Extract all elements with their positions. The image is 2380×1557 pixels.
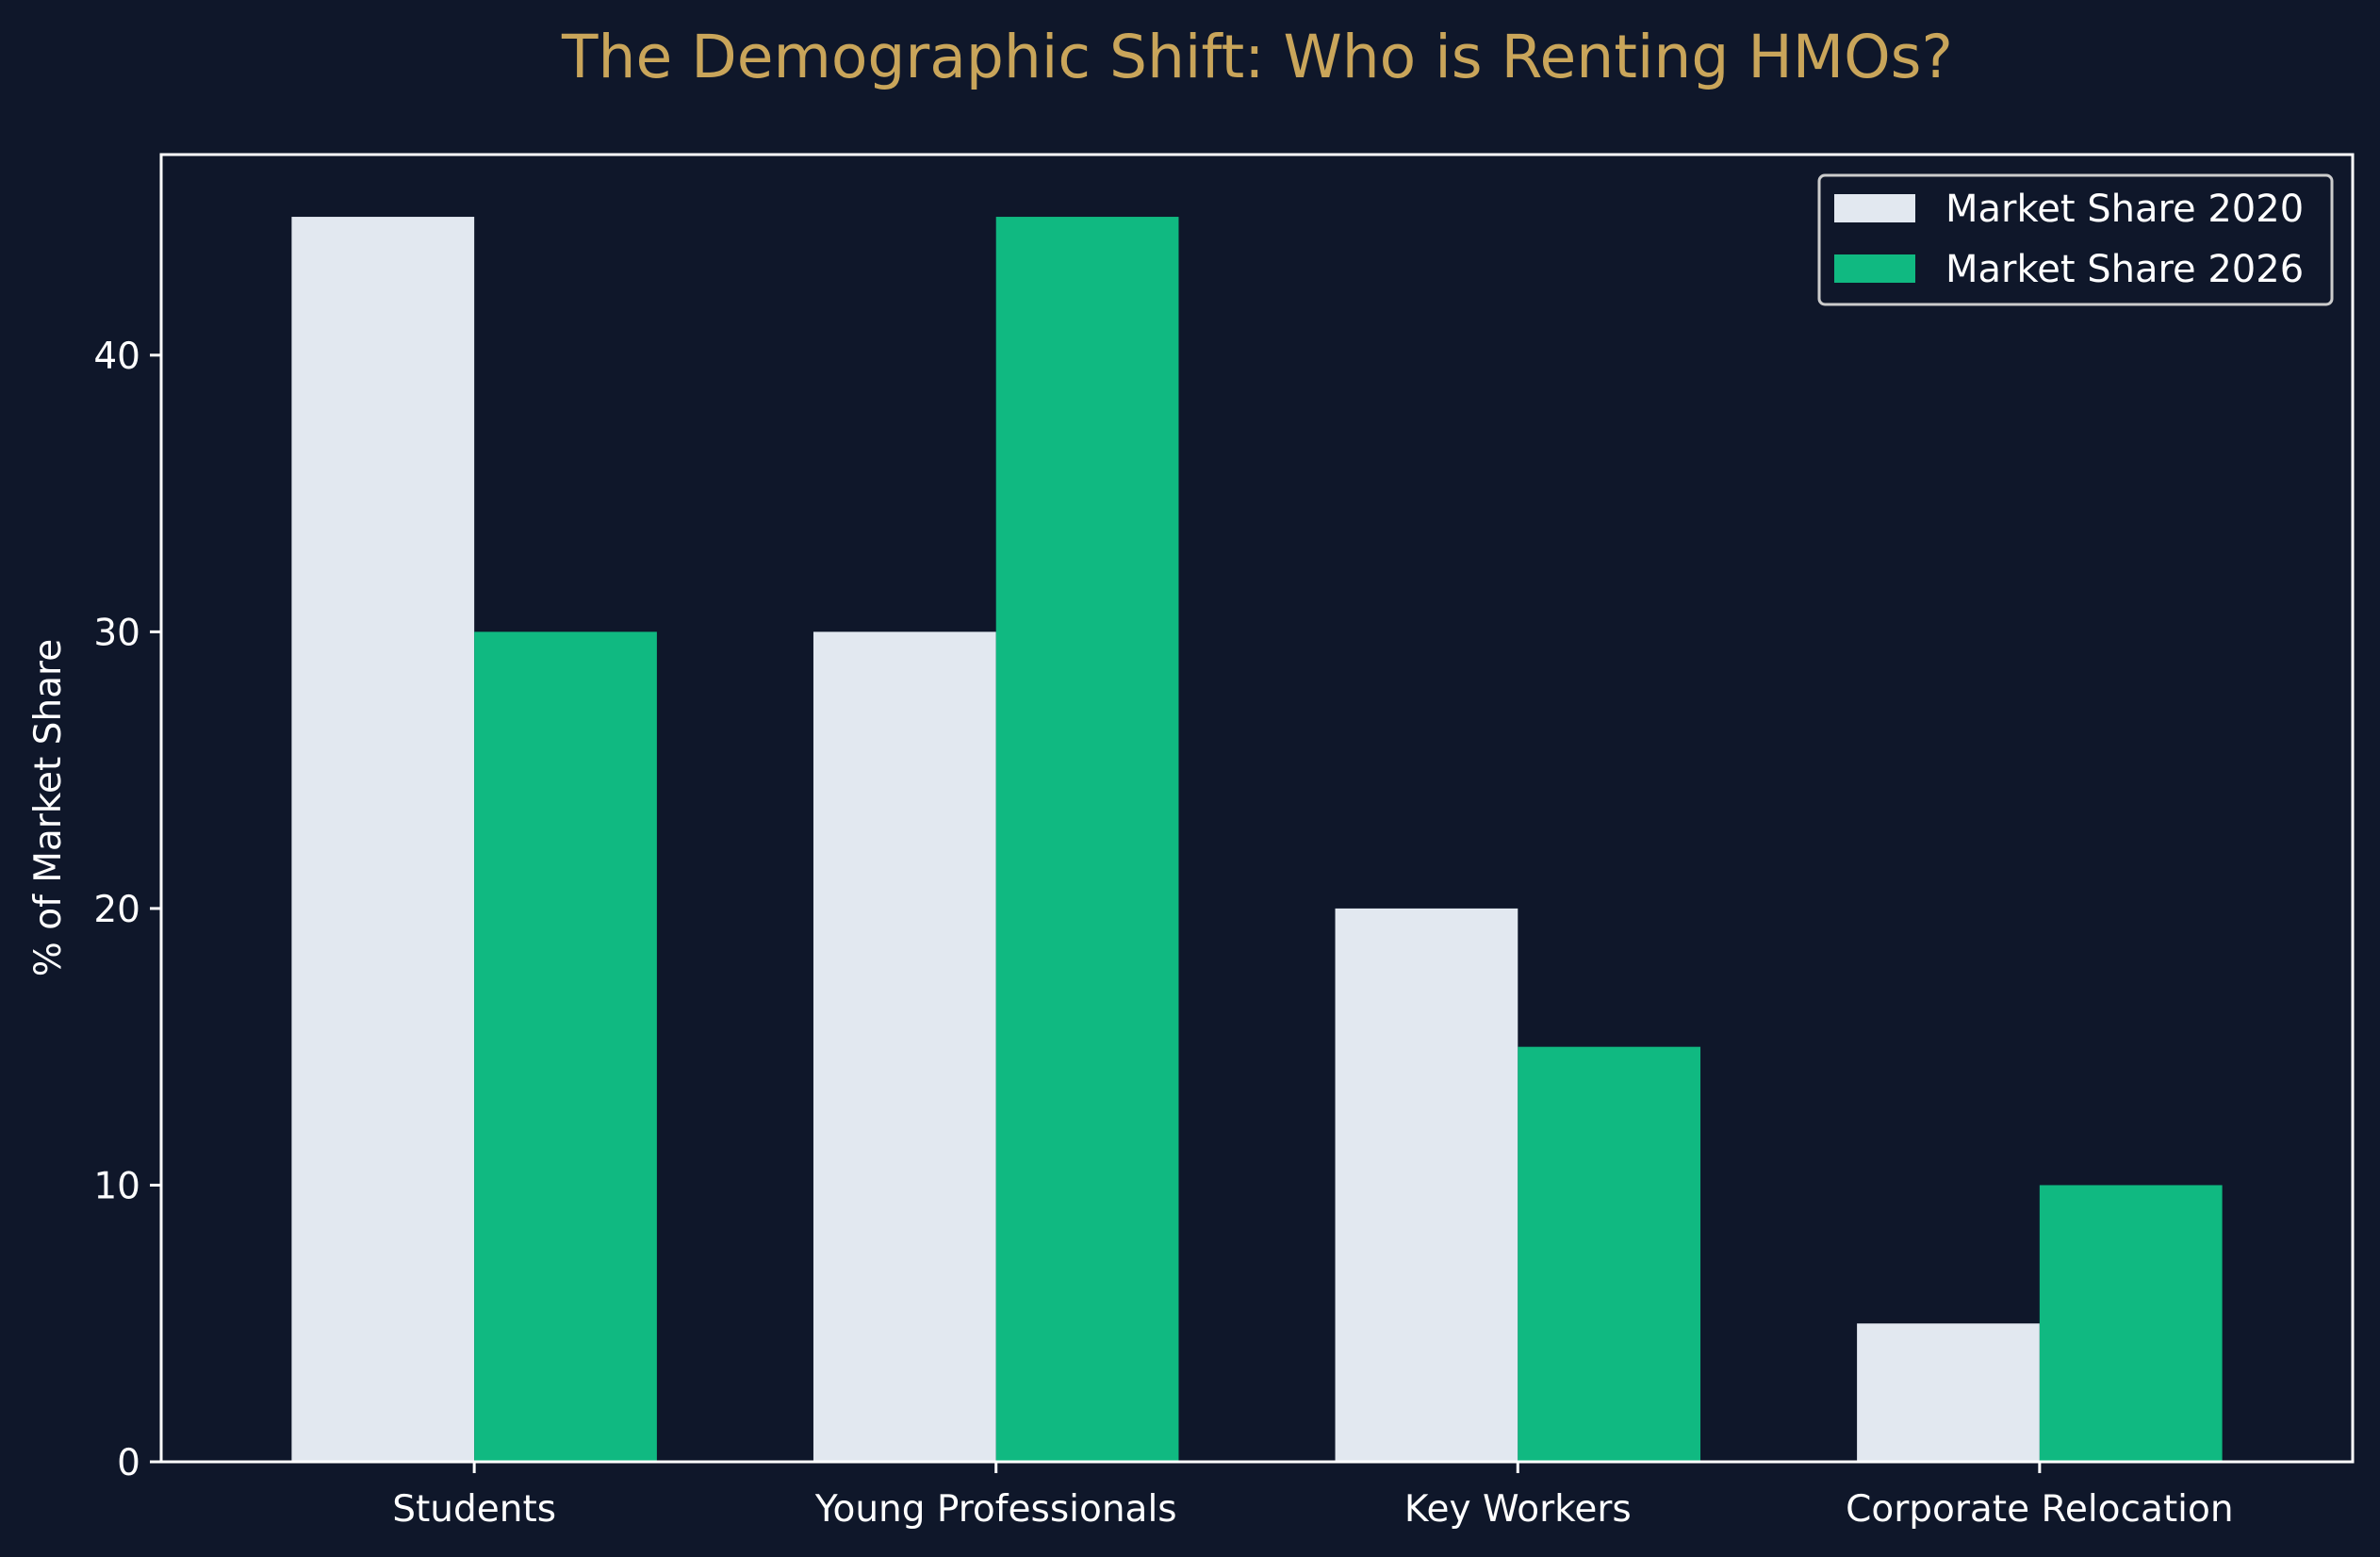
y-axis: 0 10 20 30 40 — [93, 336, 161, 1484]
x-tick-label-key-workers: Key Workers — [1404, 1488, 1632, 1531]
x-tick-label-students: Students — [392, 1488, 556, 1531]
y-tick-label: 0 — [117, 1442, 140, 1484]
bar-students-series-1 — [291, 217, 475, 1463]
bar-corporate-relocation-series-1 — [1857, 1323, 2040, 1462]
y-axis-label: % of Market Share — [27, 639, 70, 976]
bar-key-workers-series-1 — [1335, 908, 1518, 1462]
chart-title: The Demographic Shift: Who is Renting HM… — [561, 23, 1953, 91]
bars-group — [291, 217, 2223, 1463]
x-axis: Students Young Professionals Key Workers Co… — [392, 1462, 2234, 1531]
bar-students-series-2 — [474, 631, 657, 1462]
y-tick-label: 20 — [93, 889, 140, 931]
x-tick-label-young-professionals: Young Professionals — [814, 1488, 1177, 1531]
plot-frame — [159, 153, 2355, 1464]
y-tick-label: 40 — [93, 336, 140, 378]
legend-label-series-2: Market Share 2026 — [1945, 248, 2304, 291]
x-tick-label-corporate-relocation: Corporate Relocation — [1846, 1488, 2233, 1531]
bar-young-professionals-series-2 — [995, 217, 1179, 1463]
y-tick-label: 10 — [93, 1165, 140, 1207]
y-tick-label: 30 — [93, 612, 140, 654]
bar-key-workers-series-2 — [1518, 1046, 1701, 1462]
legend-swatch-series-1 — [1834, 194, 1915, 222]
bar-young-professionals-series-1 — [812, 631, 996, 1462]
legend-label-series-1: Market Share 2020 — [1945, 188, 2304, 231]
legend-box — [1817, 173, 2334, 306]
legend: Market Share 2020 Market Share 2026 — [1817, 173, 2334, 306]
bar-corporate-relocation-series-2 — [2039, 1185, 2223, 1462]
legend-swatch-series-2 — [1834, 254, 1915, 283]
